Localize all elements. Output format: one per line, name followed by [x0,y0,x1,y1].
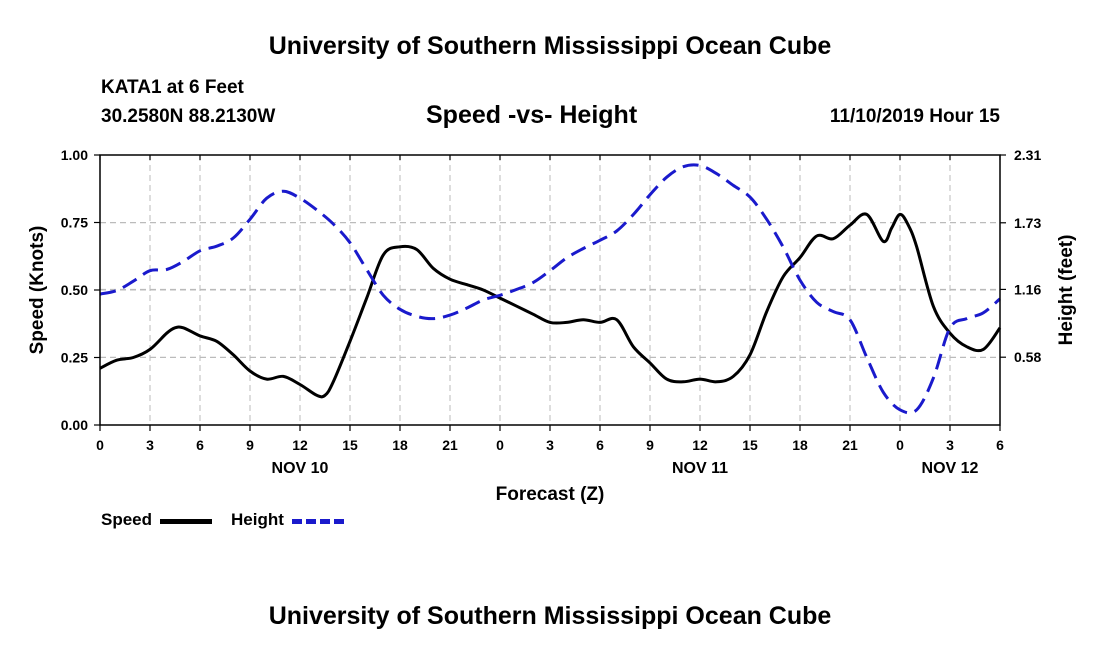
x-tick-label: 15 [342,437,358,453]
station-coordinates: 30.2580N 88.2130W [101,106,276,127]
x-axis-label: Forecast (Z) [496,484,605,505]
x-tick-label: 15 [742,437,758,453]
x-date-label: NOV 12 [922,460,979,477]
x-tick-label: 3 [546,437,554,453]
x-tick-label: 12 [292,437,308,453]
legend-height-label: Height [231,510,284,529]
y-tick-label-left: 0.50 [61,282,88,298]
axis-layer: 0 3 6 9 12 15 18 21 0 3 6 9 12 15 18 21 0 3 6 NOV 10 NOV 11 N… [61,147,1042,477]
grid-layer [100,155,1000,425]
x-tick-label: 12 [692,437,708,453]
x-tick-label: 21 [442,437,458,453]
legend-speed-swatch [160,519,212,524]
legend-height-swatch [292,519,344,524]
station-name: KATA1 at 6 Feet [101,77,244,98]
y-tick-label-right: 1.16 [1014,281,1041,297]
y-axis-label-left: Speed (Knots) [27,226,48,355]
legend-speed-label: Speed [101,510,153,529]
x-tick-label: 9 [646,437,654,453]
x-tick-label: 0 [896,437,904,453]
y-tick-label-left: 0.25 [61,350,88,366]
series-layer [99,163,1002,415]
chart-title: Speed -vs- Height [426,101,638,129]
y-tick-label-left: 0.75 [61,215,88,231]
y-tick-label-left: 1.00 [61,147,88,163]
x-tick-label: 3 [946,437,954,453]
x-tick-label: 6 [596,437,604,453]
y-tick-label-right: 0.58 [1014,349,1041,365]
x-tick-label: 0 [496,437,504,453]
page-title-bottom: University of Southern Mississippi Ocean… [268,602,832,630]
height-series-line [99,163,1001,415]
x-tick-label: 6 [996,437,1004,453]
x-tick-label: 18 [792,437,808,453]
x-tick-label: 9 [246,437,254,453]
y-axis-label-right: Height (feet) [1056,235,1077,346]
x-tick-label: 21 [842,437,858,453]
x-tick-label: 18 [392,437,408,453]
x-date-label: NOV 11 [672,460,728,477]
page-title-top: University of Southern Mississippi Ocean… [268,32,832,60]
x-date-label: NOV 10 [272,460,329,477]
speed-series-line [99,212,1002,399]
x-tick-label: 3 [146,437,154,453]
x-tick-label: 0 [96,437,104,453]
y-tick-label-right: 2.31 [1014,147,1041,163]
y-tick-label-left: 0.00 [61,417,88,433]
y-tick-label-right: 1.73 [1014,215,1041,231]
forecast-datetime: 11/10/2019 Hour 15 [829,106,1000,127]
x-tick-label: 6 [196,437,204,453]
